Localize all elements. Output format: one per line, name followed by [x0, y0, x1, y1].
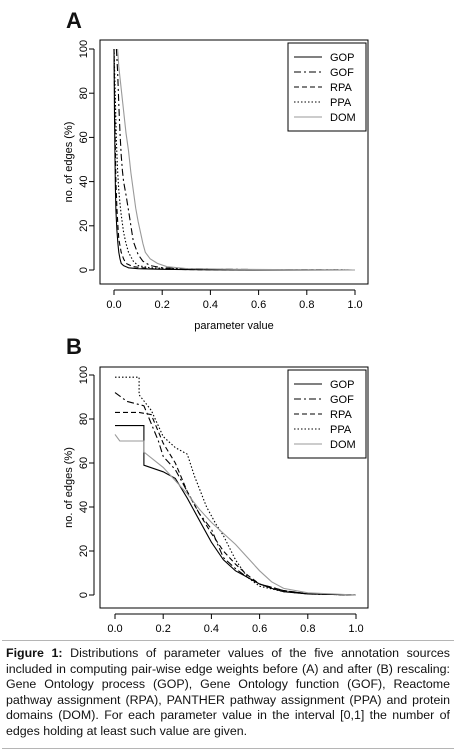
y-tick-label: 20	[78, 220, 90, 232]
legend-box	[287, 42, 367, 132]
x-tick-label: 0.2	[155, 299, 170, 311]
panel-label-a: A	[66, 8, 82, 33]
series-line-dom	[114, 434, 357, 596]
series-line-ppa	[115, 376, 357, 596]
figure-caption: Figure 1: Distributions of parameter val…	[6, 646, 450, 740]
y-tick-label: 80	[78, 413, 90, 425]
x-axis-label: parameter value	[194, 320, 274, 332]
y-tick-label: 20	[78, 545, 90, 557]
x-tick-label: 0.4	[204, 623, 219, 635]
y-tick-label: 40	[78, 175, 90, 187]
x-tick-label: 0.6	[251, 299, 266, 311]
plot-frame	[99, 39, 369, 285]
series-line-rpa	[115, 411, 357, 596]
y-tick-label: 80	[78, 87, 90, 99]
x-tick-label: 0.8	[299, 299, 314, 311]
x-tick-label: 1.0	[347, 299, 362, 311]
legend-entry-rpa: RPA	[330, 82, 352, 94]
legend-entry-rpa: RPA	[330, 409, 352, 421]
legend-entry-gop: GOP	[330, 52, 354, 64]
caption-top-divider	[2, 640, 454, 641]
chart-panel-a: 0.0 0.2 0.4 0.6 0.8 1.0 parameter value 0 20 40 60…	[63, 39, 369, 332]
x-tick-label: 0.4	[203, 299, 218, 311]
legend-entry-gop: GOP	[330, 379, 354, 391]
y-axis-label: no. of edges (%)	[63, 447, 75, 528]
caption-label: Figure 1:	[6, 646, 63, 660]
x-tick-label: 0.2	[156, 623, 171, 635]
plot-frame	[99, 366, 369, 609]
y-tick-label: 100	[78, 40, 90, 58]
legend-entry-gof: GOF	[330, 394, 354, 406]
series-line-rpa	[113, 48, 356, 271]
legend-entry-ppa: PPA	[330, 97, 352, 109]
legend-entry-dom: DOM	[330, 112, 356, 124]
x-tick-label: 0.0	[106, 299, 121, 311]
legend-box	[287, 369, 367, 459]
x-tick-label: 0.6	[252, 623, 267, 635]
legend-entry-ppa: PPA	[330, 424, 352, 436]
y-tick-label: 0	[78, 267, 90, 273]
x-tick-label: 0.8	[300, 623, 315, 635]
series-line-ppa	[113, 48, 356, 271]
caption-bottom-divider	[2, 748, 454, 749]
legend-entry-gof: GOF	[330, 67, 354, 79]
series-line-dom	[117, 48, 356, 271]
y-tick-label: 60	[78, 131, 90, 143]
y-axis-label: no. of edges (%)	[63, 122, 75, 203]
panel-label-b: B	[66, 334, 82, 359]
caption-text: Distributions of parameter values of the…	[6, 646, 450, 738]
x-tick-label: 0.0	[107, 623, 122, 635]
y-tick-label: 40	[78, 501, 90, 513]
y-tick-label: 100	[78, 366, 90, 384]
y-tick-label: 0	[78, 592, 90, 598]
x-tick-label: 1.0	[348, 623, 363, 635]
y-tick-label: 60	[78, 457, 90, 469]
figure-canvas: 0.0 0.2 0.4 0.6 0.8 1.0 parameter value 0 20 40 60…	[63, 39, 369, 635]
legend-entry-dom: DOM	[330, 439, 356, 451]
